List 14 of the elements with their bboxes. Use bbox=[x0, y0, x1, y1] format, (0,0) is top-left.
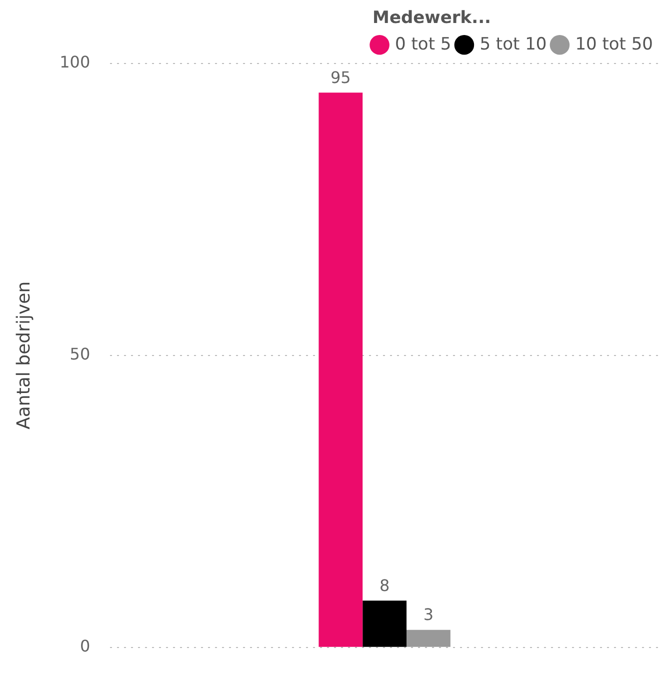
bar bbox=[362, 600, 407, 647]
bar bbox=[406, 630, 450, 647]
y-tick-label: 50 bbox=[70, 344, 90, 364]
y-tick-label: 0 bbox=[80, 636, 90, 656]
data-label: 3 bbox=[423, 605, 434, 624]
legend-title: Medewerk... bbox=[372, 8, 491, 28]
y-axis-title: Aantal bedrijven bbox=[13, 281, 34, 430]
bar bbox=[318, 92, 363, 647]
data-label: 8 bbox=[379, 576, 390, 595]
data-label: 95 bbox=[330, 68, 351, 87]
legend-label: 0 tot 5 bbox=[395, 34, 452, 54]
legend-label: 10 tot 50 bbox=[575, 34, 654, 54]
y-tick-label: 100 bbox=[60, 52, 90, 72]
legend-label: 5 tot 10 bbox=[480, 34, 547, 54]
